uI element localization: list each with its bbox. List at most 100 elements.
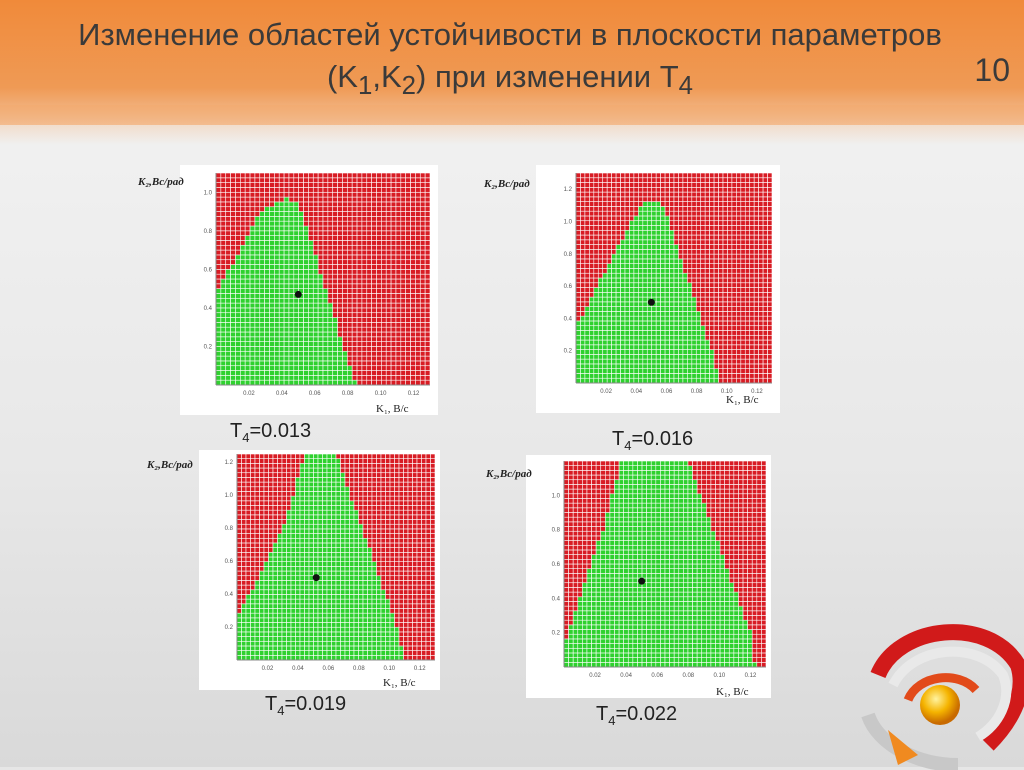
unstable-cell [745,183,749,188]
unstable-cell [759,292,763,297]
unstable-cell [313,212,318,217]
stable-cell [296,491,301,496]
stable-cell [300,651,305,656]
stable-cell [308,332,313,337]
stable-cell [235,313,240,318]
stable-cell [607,369,611,374]
stable-cell [687,283,691,288]
stable-cell [308,327,313,332]
stable-cell [273,543,278,548]
unstable-cell [696,283,700,288]
unstable-cell [589,216,593,221]
unstable-cell [607,178,611,183]
stable-cell [683,292,687,297]
unstable-cell [723,183,727,188]
unstable-cell [723,359,727,364]
unstable-cell [318,197,323,202]
unstable-cell [710,259,714,264]
stable-cell [279,322,284,327]
stable-cell [304,361,309,366]
stable-cell [235,284,240,289]
stable-cell [300,566,305,571]
unstable-cell [670,178,674,183]
unstable-cell [237,459,242,464]
unstable-cell [612,240,616,245]
unstable-cell [625,211,629,216]
unstable-cell [576,221,580,226]
stable-cell [235,332,240,337]
unstable-cell [763,354,767,359]
unstable-cell [674,197,678,202]
unstable-cell [652,183,656,188]
unstable-cell [235,250,240,255]
unstable-cell [357,346,362,351]
unstable-cell [396,308,401,313]
stable-cell [647,226,651,231]
unstable-cell [274,183,279,188]
stable-cell [305,571,310,576]
unstable-cell [245,173,250,178]
unstable-cell [381,371,386,376]
stable-cell [341,552,346,557]
unstable-cell [381,216,386,221]
unstable-cell [362,342,367,347]
stable-cell [656,206,660,211]
unstable-cell [576,302,580,307]
stable-cell [313,269,318,274]
unstable-cell [745,292,749,297]
stable-cell [670,311,674,316]
unstable-cell [333,212,338,217]
unstable-cell [732,359,736,364]
unstable-cell [250,187,255,192]
stable-cell [710,359,714,364]
stable-cell [284,303,289,308]
unstable-cell [216,207,221,212]
unstable-cell [420,337,425,342]
stable-cell [323,576,328,581]
stable-cell [580,359,584,364]
unstable-cell [723,331,727,336]
stable-cell [338,375,343,380]
stable-cell [260,226,265,231]
unstable-cell [338,187,343,192]
unstable-cell [768,245,772,250]
stable-cell [634,345,638,350]
unstable-cell [386,318,391,323]
stable-cell [638,316,642,321]
unstable-cell [741,369,745,374]
unstable-cell [580,278,584,283]
stable-cell [273,641,278,646]
stable-cell [318,468,323,473]
stable-cell [305,524,310,529]
stable-cell [255,255,260,260]
unstable-cell [235,216,240,221]
stable-cell [314,627,319,632]
unstable-cell [216,231,221,236]
stable-cell [580,321,584,326]
stable-cell [638,211,642,216]
unstable-cell [367,375,372,380]
stable-cell [643,283,647,288]
unstable-cell [736,364,740,369]
unstable-cell [367,250,372,255]
unstable-cell [411,322,416,327]
stable-cell [598,378,602,383]
stable-cell [305,543,310,548]
unstable-cell [242,562,247,567]
stable-cell [621,359,625,364]
stable-cell [332,482,337,487]
stable-cell [332,454,337,459]
stable-cell [323,308,328,313]
stable-cell [705,354,709,359]
stable-cell [341,618,346,623]
unstable-cell [246,585,251,590]
unstable-cell [338,293,343,298]
stable-cell [221,313,226,318]
unstable-cell [396,289,401,294]
stable-cell [300,599,305,604]
stable-cell [264,580,269,585]
stable-cell [701,335,705,340]
unstable-cell [732,211,736,216]
unstable-cell [352,207,357,212]
unstable-cell [754,226,758,231]
